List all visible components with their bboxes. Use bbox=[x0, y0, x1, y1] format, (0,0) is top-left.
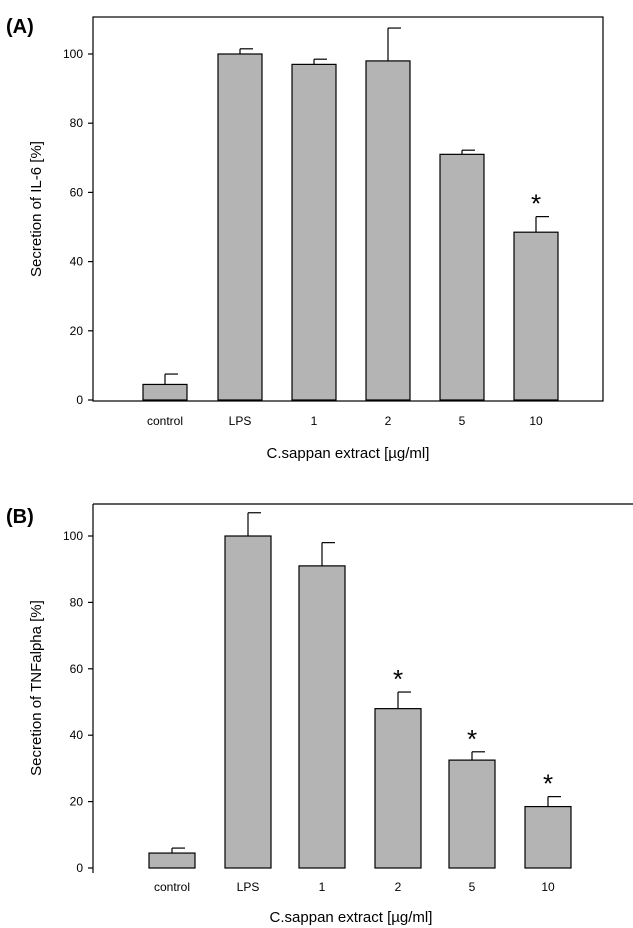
panel-a-y-tick-label: 60 bbox=[70, 185, 84, 199]
panel-a-x-axis-title: C.sappan extract [µg/ml] bbox=[267, 445, 430, 462]
panel-a-category-label-LPS: LPS bbox=[229, 414, 252, 428]
panel-a-y-tick-label: 0 bbox=[76, 393, 83, 407]
panel-b-bar-2 bbox=[374, 708, 422, 869]
panel-b-bar-5 bbox=[448, 759, 496, 869]
panel-b-y-tick-label: 100 bbox=[63, 529, 83, 543]
panel-a-bar-1 bbox=[291, 63, 337, 401]
panel-b-y-axis-title: Secretion of TNFalpha [%] bbox=[28, 600, 45, 776]
panel-b-y-tick-label: 20 bbox=[70, 795, 84, 809]
panel-a-category-label-10: 10 bbox=[529, 414, 543, 428]
panel-b-tnfalpha: (B) 0 20 40 60 80 100 * * * control LPS 1 2 5 10 C.s… bbox=[6, 503, 633, 926]
panel-b-y-tick-label: 60 bbox=[70, 662, 84, 676]
panel-a-category-label-control: control bbox=[147, 414, 183, 428]
panel-b-category-label-control: control bbox=[154, 880, 190, 894]
panel-a-bar-control bbox=[142, 383, 188, 401]
panel-b-x-axis: control LPS 1 2 5 10 bbox=[154, 880, 555, 894]
panel-b-y-tick-label: 80 bbox=[70, 595, 84, 609]
panel-a-category-label-2: 2 bbox=[385, 414, 392, 428]
panel-b-bars: * * * bbox=[148, 512, 572, 869]
panel-a-y-axis-title: Secretion of IL-6 [%] bbox=[28, 141, 45, 277]
panel-a-category-label-5: 5 bbox=[459, 414, 466, 428]
panel-a-y-axis: 0 20 40 60 80 100 bbox=[63, 47, 93, 407]
panel-b-bar-LPS bbox=[224, 535, 272, 869]
panel-a-label: (A) bbox=[6, 16, 34, 38]
panel-b-category-label-2: 2 bbox=[395, 880, 402, 894]
panel-b-label: (B) bbox=[6, 506, 34, 528]
panel-a-category-label-1: 1 bbox=[311, 414, 318, 428]
panel-b-y-axis: 0 20 40 60 80 100 bbox=[63, 529, 93, 875]
panel-b-y-tick-label: 40 bbox=[70, 728, 84, 742]
panel-b-bar-control bbox=[148, 852, 196, 869]
panel-b-category-label-LPS: LPS bbox=[237, 880, 260, 894]
panel-a-y-tick-label: 100 bbox=[63, 47, 83, 61]
panel-b-category-label-5: 5 bbox=[469, 880, 476, 894]
panel-b-category-label-1: 1 bbox=[319, 880, 326, 894]
panel-b-bar-1 bbox=[298, 565, 346, 869]
panel-a-bar-5 bbox=[439, 153, 485, 401]
panel-b-significance-mark-10: * bbox=[543, 769, 553, 799]
panel-b-bar-10 bbox=[524, 805, 572, 869]
panel-b-y-tick-label: 0 bbox=[76, 861, 83, 875]
panel-b-significance-mark-5: * bbox=[467, 724, 477, 754]
panel-a-bar-2 bbox=[365, 60, 411, 401]
panel-a-y-tick-label: 20 bbox=[70, 324, 84, 338]
panel-a-bar-10 bbox=[513, 231, 559, 401]
panel-a-il6: (A) 0 20 40 60 80 100 * control LPS 1 2 5 10 C.sap… bbox=[6, 16, 604, 462]
panel-a-y-tick-label: 80 bbox=[70, 116, 84, 130]
panel-a-bars: * bbox=[142, 27, 559, 401]
panel-a-significance-mark-10: * bbox=[531, 189, 541, 219]
panel-a-y-tick-label: 40 bbox=[70, 255, 84, 269]
panel-b-x-axis-title: C.sappan extract [µg/ml] bbox=[270, 909, 433, 926]
panel-b-category-label-10: 10 bbox=[541, 880, 555, 894]
panel-b-significance-mark-2: * bbox=[393, 664, 403, 694]
panel-a-bar-LPS bbox=[217, 53, 263, 401]
panel-a-plot-frame bbox=[92, 16, 604, 402]
panel-a-x-axis: control LPS 1 2 5 10 bbox=[147, 414, 543, 428]
